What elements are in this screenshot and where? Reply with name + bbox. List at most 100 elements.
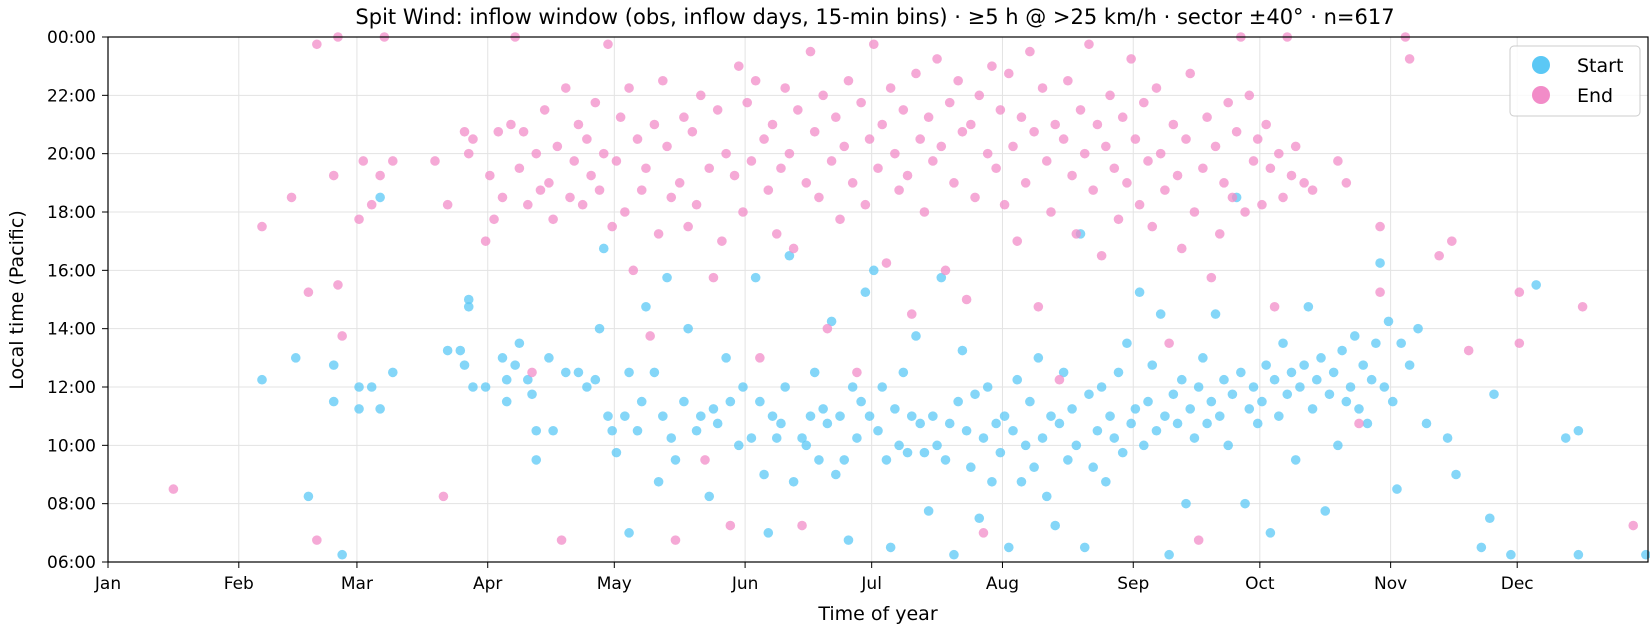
point-end <box>1025 46 1035 57</box>
point-start <box>1392 484 1402 494</box>
point-end <box>1037 83 1048 93</box>
point-end <box>1160 185 1170 195</box>
point-end <box>531 148 542 159</box>
point-end <box>860 199 871 210</box>
point-end <box>312 535 322 545</box>
point-end <box>312 39 322 50</box>
point-start <box>1379 382 1390 392</box>
point-end <box>966 119 976 130</box>
point-start <box>839 455 850 465</box>
point-end <box>759 134 769 144</box>
point-end <box>818 90 828 101</box>
point-start <box>1126 418 1136 429</box>
point-end <box>1109 163 1120 174</box>
point-end <box>788 243 799 254</box>
point-start <box>636 396 647 407</box>
point-start <box>1240 498 1250 509</box>
point-end <box>459 126 470 137</box>
point-end <box>603 39 613 50</box>
point-end <box>733 61 744 71</box>
point-end <box>826 156 837 166</box>
legend-label-start: Start <box>1577 55 1623 77</box>
point-start <box>1160 411 1170 421</box>
point-start <box>961 425 972 436</box>
legend: Start End <box>1509 45 1641 117</box>
point-start <box>1366 374 1377 385</box>
point-end <box>527 367 537 378</box>
point-start <box>1012 374 1023 385</box>
y-tick-label: 00:00 <box>47 28 96 48</box>
x-tick-label: Mar <box>341 574 373 594</box>
point-start <box>835 411 845 421</box>
point-end <box>653 229 664 239</box>
point-end <box>1214 229 1225 239</box>
point-start <box>548 425 558 436</box>
point-end <box>894 185 904 195</box>
point-end <box>1020 178 1031 188</box>
point-end <box>1143 156 1153 166</box>
point-end <box>1054 374 1065 385</box>
point-start <box>544 353 554 363</box>
point-start <box>1054 418 1065 429</box>
point-end <box>953 75 963 86</box>
point-start <box>1328 367 1339 378</box>
point-end <box>1252 134 1263 144</box>
point-start <box>814 455 824 465</box>
point-start <box>1236 367 1246 378</box>
point-start <box>877 382 888 392</box>
point-start <box>1130 404 1141 414</box>
point-end <box>1029 126 1039 137</box>
point-start <box>1084 389 1094 400</box>
point-start <box>978 433 989 443</box>
point-start <box>1345 382 1356 392</box>
point-start <box>463 301 474 312</box>
point-start <box>1265 528 1276 538</box>
point-start <box>1168 389 1179 400</box>
point-start <box>852 433 862 443</box>
point-start <box>1337 345 1347 356</box>
data-points <box>168 32 1650 560</box>
point-start <box>1341 396 1352 407</box>
point-start <box>328 360 339 370</box>
point-end <box>763 185 774 195</box>
point-end <box>1210 141 1221 152</box>
point-start <box>767 411 778 421</box>
point-end <box>1278 192 1288 203</box>
point-end <box>387 156 398 166</box>
point-end <box>1248 156 1259 166</box>
point-end <box>1126 54 1136 64</box>
point-end <box>1189 207 1200 217</box>
point-end <box>641 163 651 174</box>
point-end <box>797 520 807 531</box>
y-tick-label: 20:00 <box>47 145 96 165</box>
point-end <box>1206 272 1217 283</box>
point-start <box>1088 462 1098 473</box>
point-end <box>729 170 740 181</box>
point-end <box>949 178 959 188</box>
chart-title: Spit Wind: inflow window (obs, inflow da… <box>355 5 1394 29</box>
point-start <box>1151 425 1162 436</box>
point-start <box>1164 549 1174 560</box>
point-start <box>890 404 900 414</box>
point-end <box>1193 535 1204 545</box>
point-end <box>662 141 672 152</box>
point-end <box>1084 39 1094 50</box>
point-end <box>831 112 841 123</box>
point-end <box>906 309 917 319</box>
point-start <box>881 455 892 465</box>
point-end <box>658 75 668 86</box>
point-end <box>1307 185 1318 195</box>
point-start <box>1219 374 1229 385</box>
point-start <box>906 411 917 421</box>
point-end <box>366 199 377 210</box>
point-start <box>1172 418 1183 429</box>
point-start <box>455 345 466 356</box>
point-end <box>1290 141 1301 152</box>
point-start <box>1227 389 1238 400</box>
point-start <box>1358 360 1369 370</box>
point-start <box>919 447 930 458</box>
point-start <box>337 549 347 560</box>
point-start <box>923 506 934 516</box>
point-start <box>354 404 364 414</box>
point-start <box>822 418 833 429</box>
